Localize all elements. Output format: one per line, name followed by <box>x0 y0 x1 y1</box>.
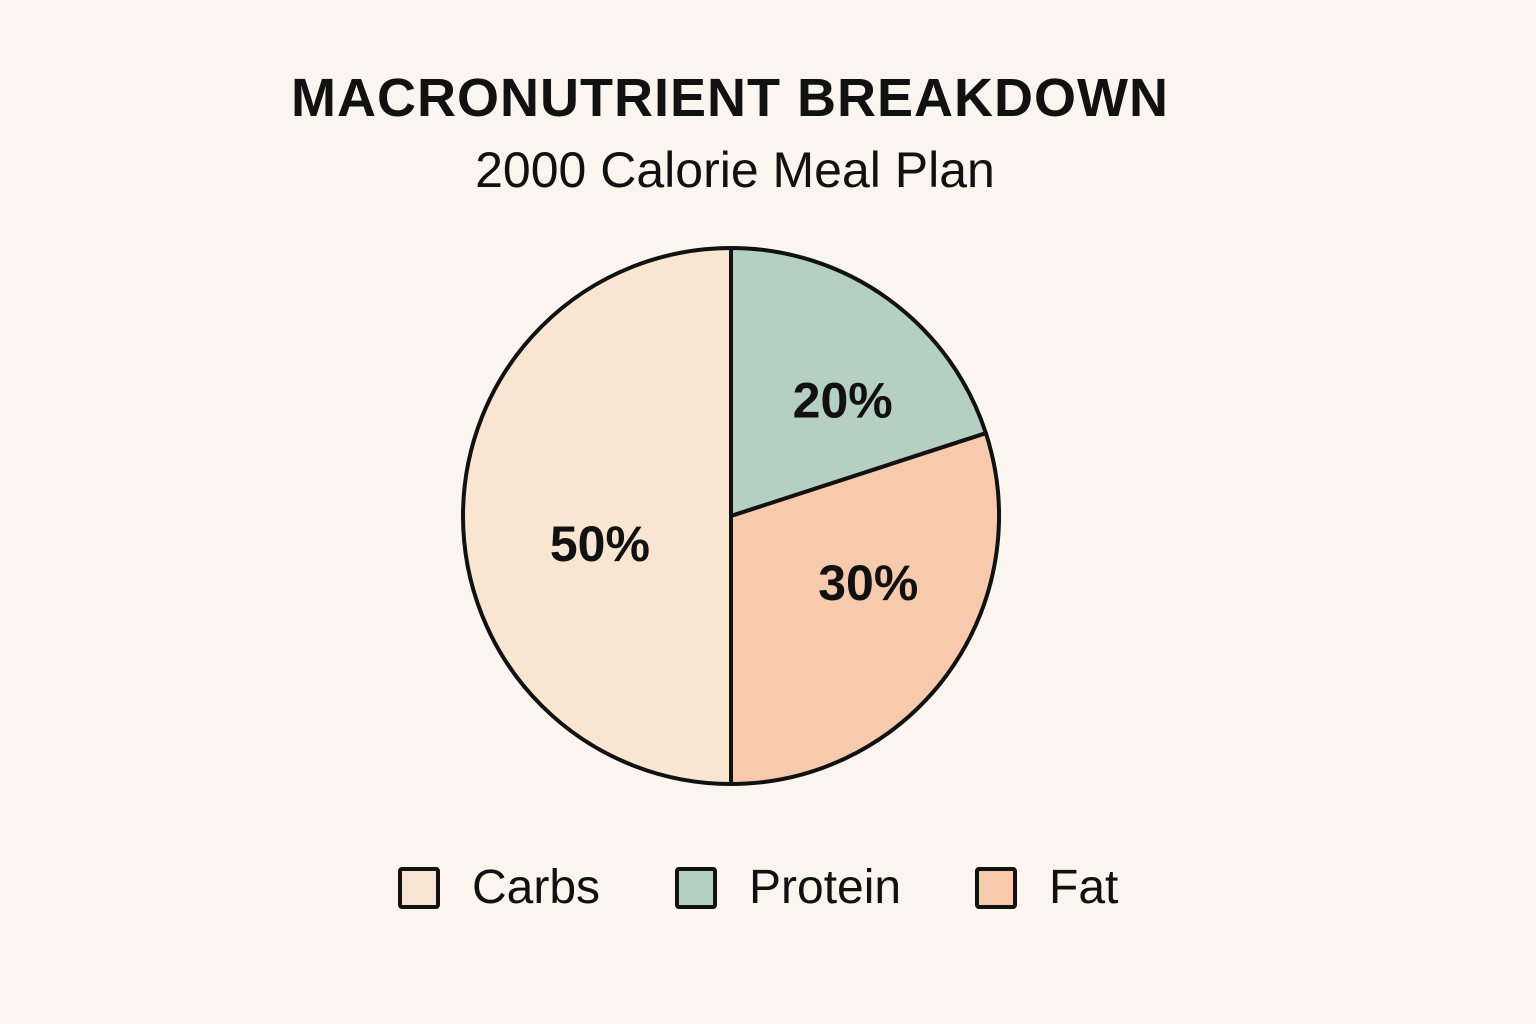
pie-slice-carbs <box>461 246 733 786</box>
pie-slice-fat <box>729 431 1001 786</box>
legend-label-carbs: Carbs <box>472 861 601 914</box>
legend-item-fat: Fat <box>975 858 1118 918</box>
legend-label-protein: Protein <box>749 861 902 914</box>
slice-label-fat: 30% <box>818 555 918 611</box>
legend: Carbs Protein Fat <box>0 858 1536 918</box>
legend-item-carbs: Carbs <box>398 858 600 918</box>
chart-subtitle: 2000 Calorie Meal Plan <box>475 142 995 198</box>
legend-swatch-fat <box>975 867 1017 909</box>
legend-label-fat: Fat <box>1049 861 1119 914</box>
chart-title: MACRONUTRIENT BREAKDOWN <box>291 68 1169 128</box>
pie-slice-protein <box>729 246 988 518</box>
legend-item-protein: Protein <box>675 858 901 918</box>
slice-label-protein: 20% <box>793 372 893 428</box>
legend-swatch-protein <box>675 867 717 909</box>
slice-label-carbs: 50% <box>550 516 650 572</box>
legend-swatch-carbs <box>398 867 440 909</box>
